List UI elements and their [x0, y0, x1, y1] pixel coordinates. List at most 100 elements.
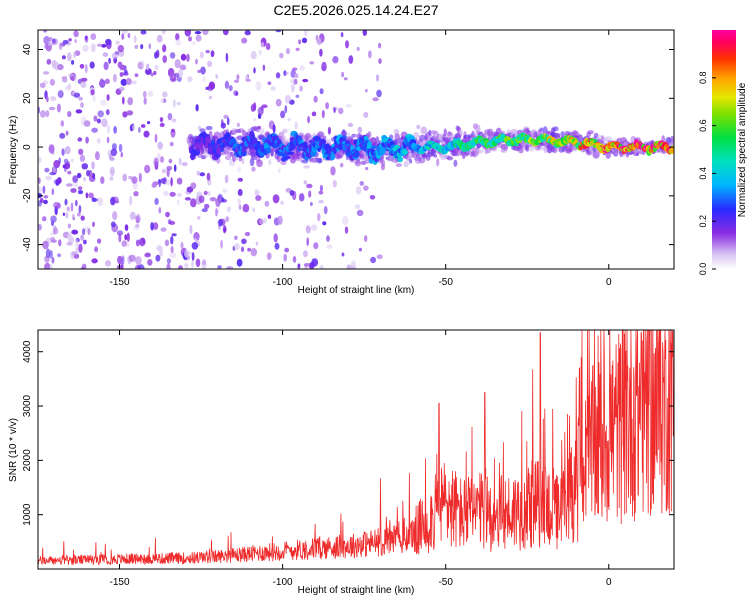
noise-point [302, 78, 309, 83]
noise-point [96, 118, 101, 124]
noise-point [41, 216, 47, 222]
noise-point [158, 207, 162, 214]
noise-point [39, 82, 46, 89]
noise-point [184, 262, 189, 269]
noise-point [109, 176, 114, 181]
y-tick-label: 20 [22, 92, 33, 104]
noise-point [61, 148, 65, 156]
noise-point [90, 43, 96, 53]
x-tick-label: -150 [110, 277, 130, 288]
noise-point [262, 64, 266, 71]
noise-point [169, 220, 176, 225]
noise-point [117, 255, 123, 265]
noise-point [74, 75, 77, 84]
halo-point [587, 130, 594, 135]
noise-point [113, 125, 117, 134]
noise-point [292, 256, 297, 263]
noise-point [237, 188, 243, 197]
noise-point [137, 264, 145, 269]
noise-point [258, 218, 265, 225]
noise-point [157, 141, 163, 150]
noise-point [268, 159, 272, 166]
noise-point [199, 51, 204, 59]
noise-point [119, 72, 124, 77]
noise-point [200, 66, 206, 75]
noise-point [163, 190, 169, 197]
noise-point [97, 197, 104, 206]
noise-point [261, 104, 268, 108]
noise-point [147, 90, 154, 97]
noise-point [138, 126, 141, 133]
noise-point [192, 41, 196, 46]
noise-point [62, 212, 66, 216]
noise-point [340, 32, 344, 38]
x-tick-label: -100 [273, 577, 293, 588]
noise-point [279, 52, 284, 59]
noise-point [311, 111, 317, 117]
noise-point [158, 179, 161, 188]
y-tick-label: 3000 [22, 394, 33, 417]
noise-point [132, 124, 136, 130]
spectrogram-x-axis-label: Height of straight line (km) [298, 285, 415, 296]
noise-point [81, 163, 89, 170]
noise-point [202, 76, 206, 83]
noise-point [178, 157, 182, 165]
noise-point [173, 164, 177, 172]
noise-point [113, 73, 117, 83]
noise-point [79, 63, 85, 69]
halo-point [552, 126, 559, 132]
noise-point [108, 57, 111, 64]
noise-point [77, 172, 82, 179]
noise-point [59, 132, 66, 139]
noise-point [280, 200, 284, 205]
noise-point [274, 242, 280, 250]
noise-point [169, 191, 176, 197]
noise-point [270, 86, 276, 91]
halo-point [393, 128, 400, 135]
snr-series-line [38, 330, 674, 566]
noise-point [167, 112, 173, 121]
halo-point [208, 130, 213, 137]
noise-point [190, 182, 197, 190]
noise-point [127, 97, 133, 106]
ridge-point [276, 138, 282, 144]
halo-point [487, 128, 494, 138]
noise-point [364, 235, 368, 242]
noise-point [93, 115, 98, 122]
snr-plot-area [38, 330, 674, 569]
noise-point [215, 198, 221, 207]
noise-point [226, 117, 230, 126]
noise-point [294, 121, 298, 130]
ridge-point [267, 146, 271, 154]
noise-point [303, 263, 311, 267]
colorbar-gradient [712, 30, 736, 269]
noise-point [104, 260, 112, 267]
noise-point [346, 264, 352, 269]
noise-point [306, 183, 313, 189]
halo-point [213, 131, 221, 140]
noise-point [121, 30, 128, 35]
noise-point [169, 251, 177, 259]
noise-point [363, 111, 369, 118]
noise-point [38, 223, 42, 231]
halo-point [537, 143, 541, 151]
noise-point [121, 240, 128, 247]
y-tick-label: 0 [22, 144, 33, 150]
colorbar-tick-label: 0.6 [698, 119, 708, 132]
noise-point [326, 244, 333, 249]
noise-point [176, 101, 182, 106]
halo-point [476, 149, 484, 154]
noise-point [101, 43, 107, 48]
noise-point [368, 50, 372, 59]
noise-point [345, 104, 352, 108]
noise-point [107, 124, 110, 134]
noise-point [74, 199, 78, 207]
noise-point [355, 186, 362, 195]
noise-point [170, 235, 174, 245]
noise-point [184, 30, 191, 37]
noise-point [156, 245, 163, 252]
halo-point [409, 159, 413, 164]
noise-point [86, 169, 90, 177]
halo-point [342, 129, 346, 137]
noise-point [201, 208, 208, 213]
